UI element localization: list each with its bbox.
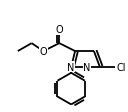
Text: O: O (56, 25, 63, 35)
Text: N: N (83, 62, 91, 72)
Text: Cl: Cl (117, 62, 126, 72)
Text: O: O (40, 47, 47, 57)
Text: N: N (67, 62, 75, 72)
